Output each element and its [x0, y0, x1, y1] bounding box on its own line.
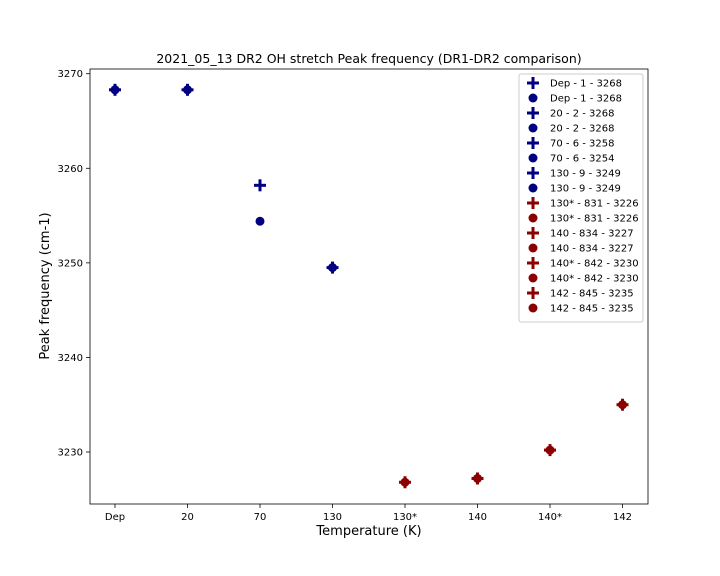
legend-entry: 70 - 6 - 3258 [527, 137, 614, 150]
legend-label: 130* - 831 - 3226 [550, 199, 639, 210]
legend-entry: 140 - 834 - 3227 [527, 227, 634, 240]
x-tick-label: 130 [323, 512, 342, 523]
x-tick-label: 140 [468, 512, 487, 523]
legend-entry: 130 - 9 - 3249 [528, 183, 621, 195]
x-tick-label: 20 [181, 512, 194, 523]
data-points [109, 83, 629, 489]
legend-label: 140* - 842 - 3230 [550, 259, 639, 270]
legend-marker [527, 227, 539, 239]
y-tick-label: 3260 [58, 164, 83, 175]
legend-label: 140* - 842 - 3230 [550, 274, 639, 285]
y-axis-label: Peak frequency (cm-1) [38, 212, 53, 359]
legend-entry: Dep - 1 - 3268 [528, 93, 622, 105]
chart-title: 2021_05_13 DR2 OH stretch Peak frequency… [156, 51, 581, 66]
x-tick-label: 130* [393, 512, 417, 523]
legend-marker [528, 153, 538, 163]
legend-marker [528, 303, 538, 313]
legend-label: 140 - 834 - 3227 [550, 244, 634, 255]
legend-marker [528, 123, 538, 133]
legend-entry: 140 - 834 - 3227 [528, 243, 634, 255]
x-tick-label: 142 [613, 512, 632, 523]
legend-entry: 142 - 845 - 3235 [528, 303, 634, 315]
legend-box [518, 73, 644, 323]
data-point-plus [544, 444, 556, 457]
legend-entry: 130* - 831 - 3226 [527, 197, 639, 210]
legend-marker [527, 77, 539, 89]
data-point-plus [326, 261, 339, 274]
legend-marker [527, 107, 539, 119]
legend-label: 142 - 845 - 3235 [550, 304, 634, 315]
legend-entry: 142 - 845 - 3235 [527, 287, 634, 300]
legend-label: 142 - 845 - 3235 [550, 289, 634, 300]
legend-marker [528, 243, 538, 253]
legend-label: 140 - 834 - 3227 [550, 229, 634, 240]
legend-label: 70 - 6 - 3254 [550, 154, 614, 165]
legend-label: Dep - 1 - 3268 [550, 94, 622, 105]
legend-marker [527, 257, 539, 269]
legend-marker [528, 183, 538, 193]
x-tick-label: 140* [538, 512, 562, 523]
legend-label: 130* - 831 - 3226 [550, 214, 639, 225]
legend-label: 20 - 2 - 3268 [550, 109, 614, 120]
y-tick-label: 3250 [58, 258, 83, 269]
data-point-plus [254, 179, 266, 192]
legend-entry: 20 - 2 - 3268 [527, 107, 614, 120]
legend-entry: 70 - 6 - 3254 [528, 153, 614, 165]
y-tick-label: 3240 [58, 353, 83, 364]
x-tick-label: 70 [254, 512, 267, 523]
legend-label: 130 - 9 - 3249 [550, 184, 621, 195]
data-point-plus [399, 476, 411, 489]
legend-marker [527, 137, 539, 149]
legend-marker [528, 93, 538, 103]
legend-marker [528, 213, 538, 223]
legend-marker [527, 167, 539, 179]
y-tick-label: 3230 [58, 447, 83, 458]
legend-label: 70 - 6 - 3258 [550, 139, 614, 150]
y-axis: 3230 3240 3250 3260 3270 [58, 69, 90, 458]
data-point-plus [471, 472, 484, 485]
legend-entry: Dep - 1 - 3268 [527, 77, 622, 90]
data-point-plus [109, 83, 121, 96]
legend-entry: 140* - 842 - 3230 [528, 273, 639, 285]
plot-area [89, 68, 649, 505]
x-tick-label: Dep [105, 512, 125, 523]
legend-label: 20 - 2 - 3268 [550, 124, 614, 135]
legend-entry: 130 - 9 - 3249 [527, 167, 621, 180]
legend-entry: 140* - 842 - 3230 [527, 257, 639, 270]
data-point-plus [616, 398, 629, 411]
legend-entry: 130* - 831 - 3226 [528, 213, 639, 225]
legend-marker [528, 273, 538, 283]
legend-label: Dep - 1 - 3268 [550, 79, 622, 90]
legend-label: 130 - 9 - 3249 [550, 169, 621, 180]
x-axis: Dep 20 70 130 130* 140 140* 142 [105, 504, 632, 523]
data-point-circle [255, 216, 265, 226]
legend-entry: 20 - 2 - 3268 [528, 123, 614, 135]
y-tick-label: 3270 [58, 69, 83, 80]
legend-marker [527, 197, 539, 209]
data-point-plus [181, 83, 194, 96]
x-axis-label: Temperature (K) [315, 524, 421, 539]
legend-marker [527, 287, 539, 299]
legend: Dep - 1 - 3268 Dep - 1 - 3268 20 - 2 - 326… [518, 73, 644, 323]
